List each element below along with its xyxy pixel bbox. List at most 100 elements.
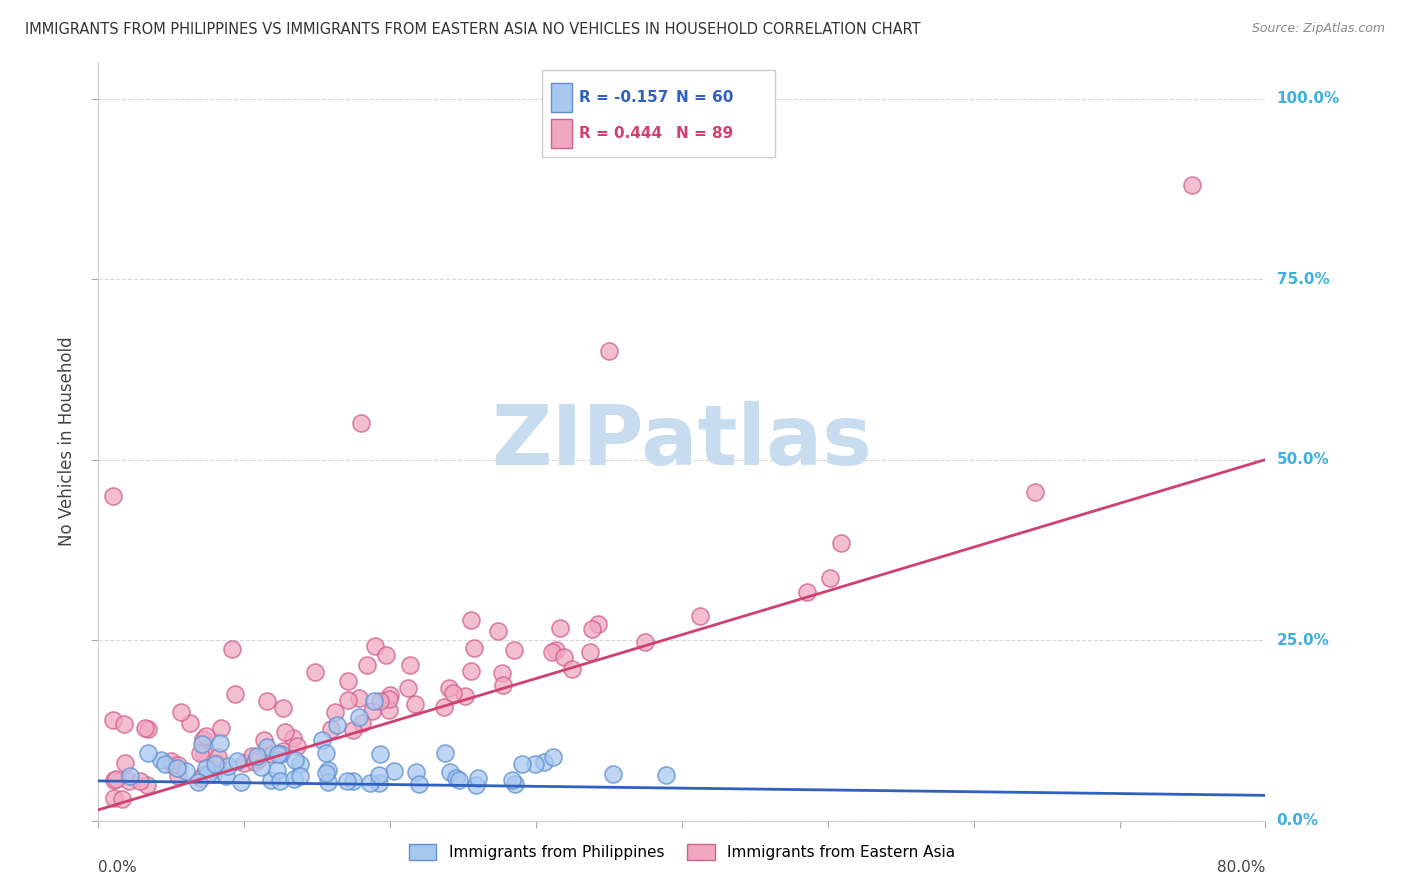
Point (193, 732, 215, 747)
Y-axis label: No Vehicles in Household: No Vehicles in Household (58, 336, 76, 547)
Point (378, 692, 401, 706)
Point (266, 747, 288, 762)
Point (179, 716, 201, 731)
Point (283, 772, 305, 786)
Point (460, 664, 482, 678)
Point (356, 658, 378, 673)
Point (347, 690, 370, 705)
Point (378, 688, 401, 702)
Point (544, 642, 567, 657)
Point (449, 772, 471, 787)
Point (598, 344, 620, 359)
Point (195, 761, 218, 775)
Text: IMMIGRANTS FROM PHILIPPINES VS IMMIGRANTS FROM EASTERN ASIA NO VEHICLES IN HOUSE: IMMIGRANTS FROM PHILIPPINES VS IMMIGRANT… (25, 22, 921, 37)
Point (375, 648, 398, 663)
Point (405, 765, 427, 780)
Point (368, 768, 391, 782)
Point (101, 489, 124, 503)
Point (166, 760, 188, 774)
Point (541, 645, 564, 659)
Point (342, 773, 364, 788)
Point (273, 725, 295, 739)
Point (316, 775, 339, 789)
Point (361, 704, 384, 718)
Point (818, 571, 841, 585)
Point (463, 641, 485, 656)
Point (396, 681, 419, 696)
Point (325, 717, 347, 731)
Text: 0.0%: 0.0% (98, 861, 138, 875)
Point (655, 767, 678, 781)
Point (434, 746, 457, 760)
Point (103, 714, 125, 728)
Point (337, 693, 360, 707)
Point (246, 749, 269, 764)
Point (271, 701, 294, 715)
Text: 100.0%: 100.0% (1277, 91, 1340, 106)
Point (103, 790, 125, 805)
Point (136, 746, 159, 760)
Point (382, 764, 405, 779)
Point (370, 694, 392, 708)
Point (503, 777, 526, 791)
Text: 75.0%: 75.0% (1277, 271, 1329, 286)
Point (446, 771, 468, 785)
Point (193, 746, 215, 760)
Point (501, 772, 523, 787)
Point (207, 756, 229, 770)
Point (304, 665, 326, 679)
Point (191, 737, 214, 751)
Point (288, 769, 311, 783)
Point (441, 686, 464, 700)
Text: 25.0%: 25.0% (1277, 632, 1330, 648)
FancyBboxPatch shape (551, 83, 572, 112)
Point (149, 753, 172, 767)
Text: N = 60: N = 60 (676, 90, 734, 105)
Point (204, 757, 226, 772)
Point (363, 694, 385, 708)
Point (359, 776, 381, 790)
Point (311, 732, 333, 747)
Point (256, 739, 278, 754)
Point (796, 584, 818, 599)
Point (215, 769, 238, 783)
Point (467, 771, 489, 785)
Point (167, 769, 190, 783)
Point (225, 754, 247, 768)
Point (174, 764, 197, 778)
Text: 50.0%: 50.0% (1277, 452, 1329, 467)
Point (266, 763, 288, 777)
Point (208, 735, 231, 749)
Point (581, 622, 603, 636)
Point (118, 769, 141, 783)
Point (437, 681, 460, 695)
Point (160, 754, 183, 768)
Point (247, 752, 270, 766)
Point (162, 758, 184, 772)
Point (1024, 484, 1046, 499)
Point (135, 778, 157, 792)
Point (136, 722, 159, 736)
Point (114, 717, 136, 731)
Point (588, 617, 610, 632)
Point (315, 746, 337, 760)
Point (464, 778, 486, 792)
Point (253, 733, 276, 747)
Point (453, 690, 475, 704)
Point (561, 662, 583, 676)
Point (129, 774, 152, 789)
Point (260, 773, 283, 788)
Text: 0.0%: 0.0% (1277, 814, 1319, 828)
Point (262, 747, 284, 762)
Point (209, 721, 232, 735)
Point (337, 674, 360, 689)
Point (523, 757, 546, 772)
Point (315, 766, 337, 780)
Point (190, 771, 212, 785)
Point (433, 699, 456, 714)
Point (233, 756, 256, 770)
Point (404, 697, 426, 711)
Point (689, 609, 711, 624)
Point (134, 721, 156, 735)
Point (224, 687, 246, 701)
